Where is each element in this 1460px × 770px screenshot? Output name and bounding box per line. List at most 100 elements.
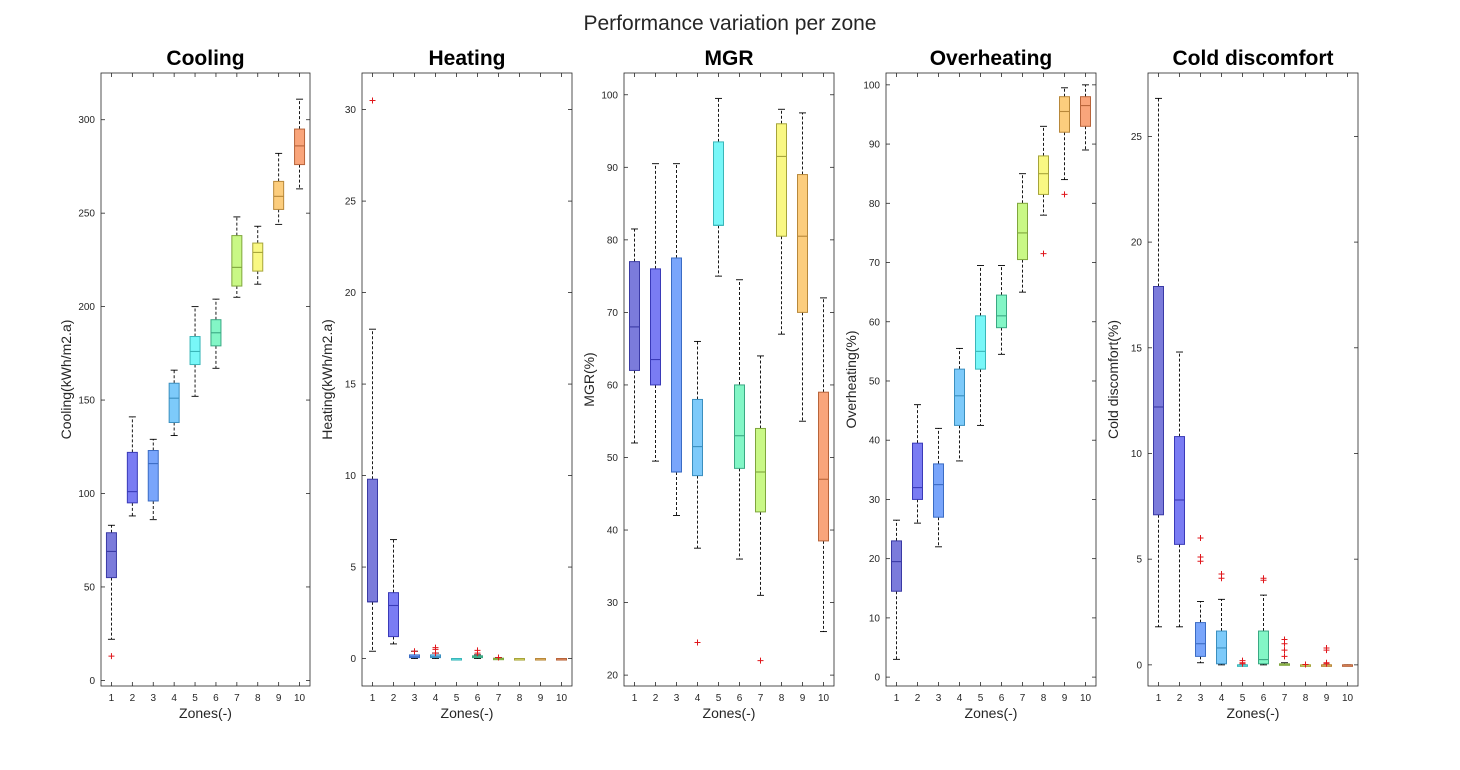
box-iqr [273, 180, 285, 210]
x-tick-label: 7 [1020, 693, 1026, 704]
outlier-marker [1197, 535, 1204, 542]
outlier-marker [432, 644, 439, 651]
box-iqr [996, 294, 1007, 329]
plot-area-frame [1147, 72, 1359, 687]
outlier-marker [1281, 647, 1288, 654]
plot-area-frame [100, 72, 311, 687]
y-tick-label: 100 [863, 80, 880, 91]
panel-title: Overheating [930, 47, 1053, 70]
x-tick-label: 4 [1219, 693, 1225, 704]
x-tick-label: 1 [1156, 693, 1162, 704]
chart-panel-1: 0 50 100 150 200 250 300 1 2 3 4 5 6 7 8 9 10 Cooling Zone… [58, 47, 311, 721]
box-zone-10 [556, 658, 567, 661]
box-iqr [388, 592, 399, 638]
box-iqr [671, 257, 682, 473]
y-tick-label: 0 [89, 676, 95, 687]
box-zone-3 [933, 427, 944, 548]
x-tick-label: 5 [454, 693, 460, 704]
box-zone-4 [1216, 570, 1227, 666]
box-zone-8 [1038, 125, 1049, 257]
box-zone-4 [430, 644, 441, 660]
box-zone-7 [755, 355, 766, 664]
y-tick-label: 0 [874, 673, 880, 684]
y-tick-label: 20 [607, 671, 619, 682]
x-tick-label: 2 [653, 693, 659, 704]
box-iqr [1017, 202, 1028, 261]
box-iqr [126, 451, 138, 504]
y-tick-label: 60 [869, 317, 881, 328]
box-zone-3 [671, 163, 682, 516]
box-iqr [1258, 630, 1269, 665]
x-tick-label: 8 [1041, 693, 1047, 704]
x-tick-label: 3 [936, 693, 942, 704]
x-tick-label: 4 [433, 693, 439, 704]
y-tick-label: 25 [1131, 132, 1143, 143]
box-zone-4 [692, 340, 703, 646]
y-tick-label: 150 [78, 396, 95, 407]
plot-area-frame [885, 72, 1097, 687]
x-tick-label: 3 [150, 693, 156, 704]
y-tick-label: 300 [78, 115, 95, 126]
y-tick-label: 30 [345, 105, 357, 116]
x-tick-label: 1 [632, 693, 638, 704]
box-zone-10 [1342, 664, 1353, 667]
x-tick-label: 1 [894, 693, 900, 704]
box-zone-5 [975, 265, 986, 426]
box-zone-9 [273, 152, 285, 225]
box-zone-8 [776, 108, 787, 335]
box-iqr [252, 242, 264, 272]
y-tick-label: 200 [78, 302, 95, 313]
chart-panel-2: 0 5 10 15 20 25 30 1 2 3 4 5 6 7 8 9 10 Heating Zones(-) He… [319, 47, 573, 721]
box-iqr [912, 442, 923, 500]
figure-title: Performance variation per zone [584, 12, 877, 35]
box-zone-6 [210, 298, 222, 369]
y-tick-label: 50 [869, 376, 881, 387]
y-tick-label: 40 [607, 526, 619, 537]
x-tick-label: 8 [517, 693, 523, 704]
box-iqr [367, 478, 378, 603]
chart-panel-5: 0 5 10 15 20 25 1 2 3 4 5 6 7 8 9 10 Cold discomfort Zone… [1105, 47, 1359, 721]
y-tick-label: 20 [869, 554, 881, 565]
panel-title: Cold discomfort [1173, 47, 1334, 70]
outlier-marker [495, 654, 502, 661]
y-tick-label: 40 [869, 436, 881, 447]
x-tick-label: 1 [370, 693, 376, 704]
x-tick-label: 6 [999, 693, 1005, 704]
x-tick-label: 2 [391, 693, 397, 704]
y-tick-label: 250 [78, 209, 95, 220]
outlier-marker [1281, 653, 1288, 660]
box-zone-2 [126, 416, 138, 517]
box-iqr [629, 261, 640, 371]
y-tick-label: 10 [345, 471, 357, 482]
y-tick-label: 10 [869, 613, 881, 624]
x-axis-label: Zones(-) [703, 705, 756, 721]
x-tick-label: 10 [556, 693, 568, 704]
y-tick-label: 90 [607, 163, 619, 174]
x-tick-label: 9 [1324, 693, 1330, 704]
x-tick-label: 9 [276, 693, 282, 704]
x-tick-label: 7 [496, 693, 502, 704]
box-zone-5 [189, 306, 201, 397]
box-zone-8 [1300, 661, 1311, 668]
panel-title: Cooling [166, 47, 244, 70]
box-zone-2 [388, 539, 399, 645]
box-iqr [294, 128, 306, 166]
x-axis-label: Zones(-) [965, 705, 1018, 721]
outlier-marker [1061, 191, 1068, 198]
outlier-marker [108, 653, 115, 660]
box-zone-3 [409, 648, 420, 660]
box-iqr [105, 532, 117, 579]
outlier-marker [694, 639, 701, 646]
box-zone-7 [1017, 173, 1028, 293]
box-iqr [954, 368, 965, 426]
box-iqr [975, 315, 986, 370]
box-iqr [168, 382, 180, 423]
box-zone-1 [367, 97, 378, 652]
x-tick-label: 10 [1342, 693, 1354, 704]
x-tick-label: 10 [818, 693, 830, 704]
x-tick-label: 2 [915, 693, 921, 704]
x-tick-label: 3 [1198, 693, 1204, 704]
x-tick-label: 8 [255, 693, 261, 704]
box-zone-10 [294, 98, 306, 190]
box-zone-3 [1195, 535, 1206, 664]
